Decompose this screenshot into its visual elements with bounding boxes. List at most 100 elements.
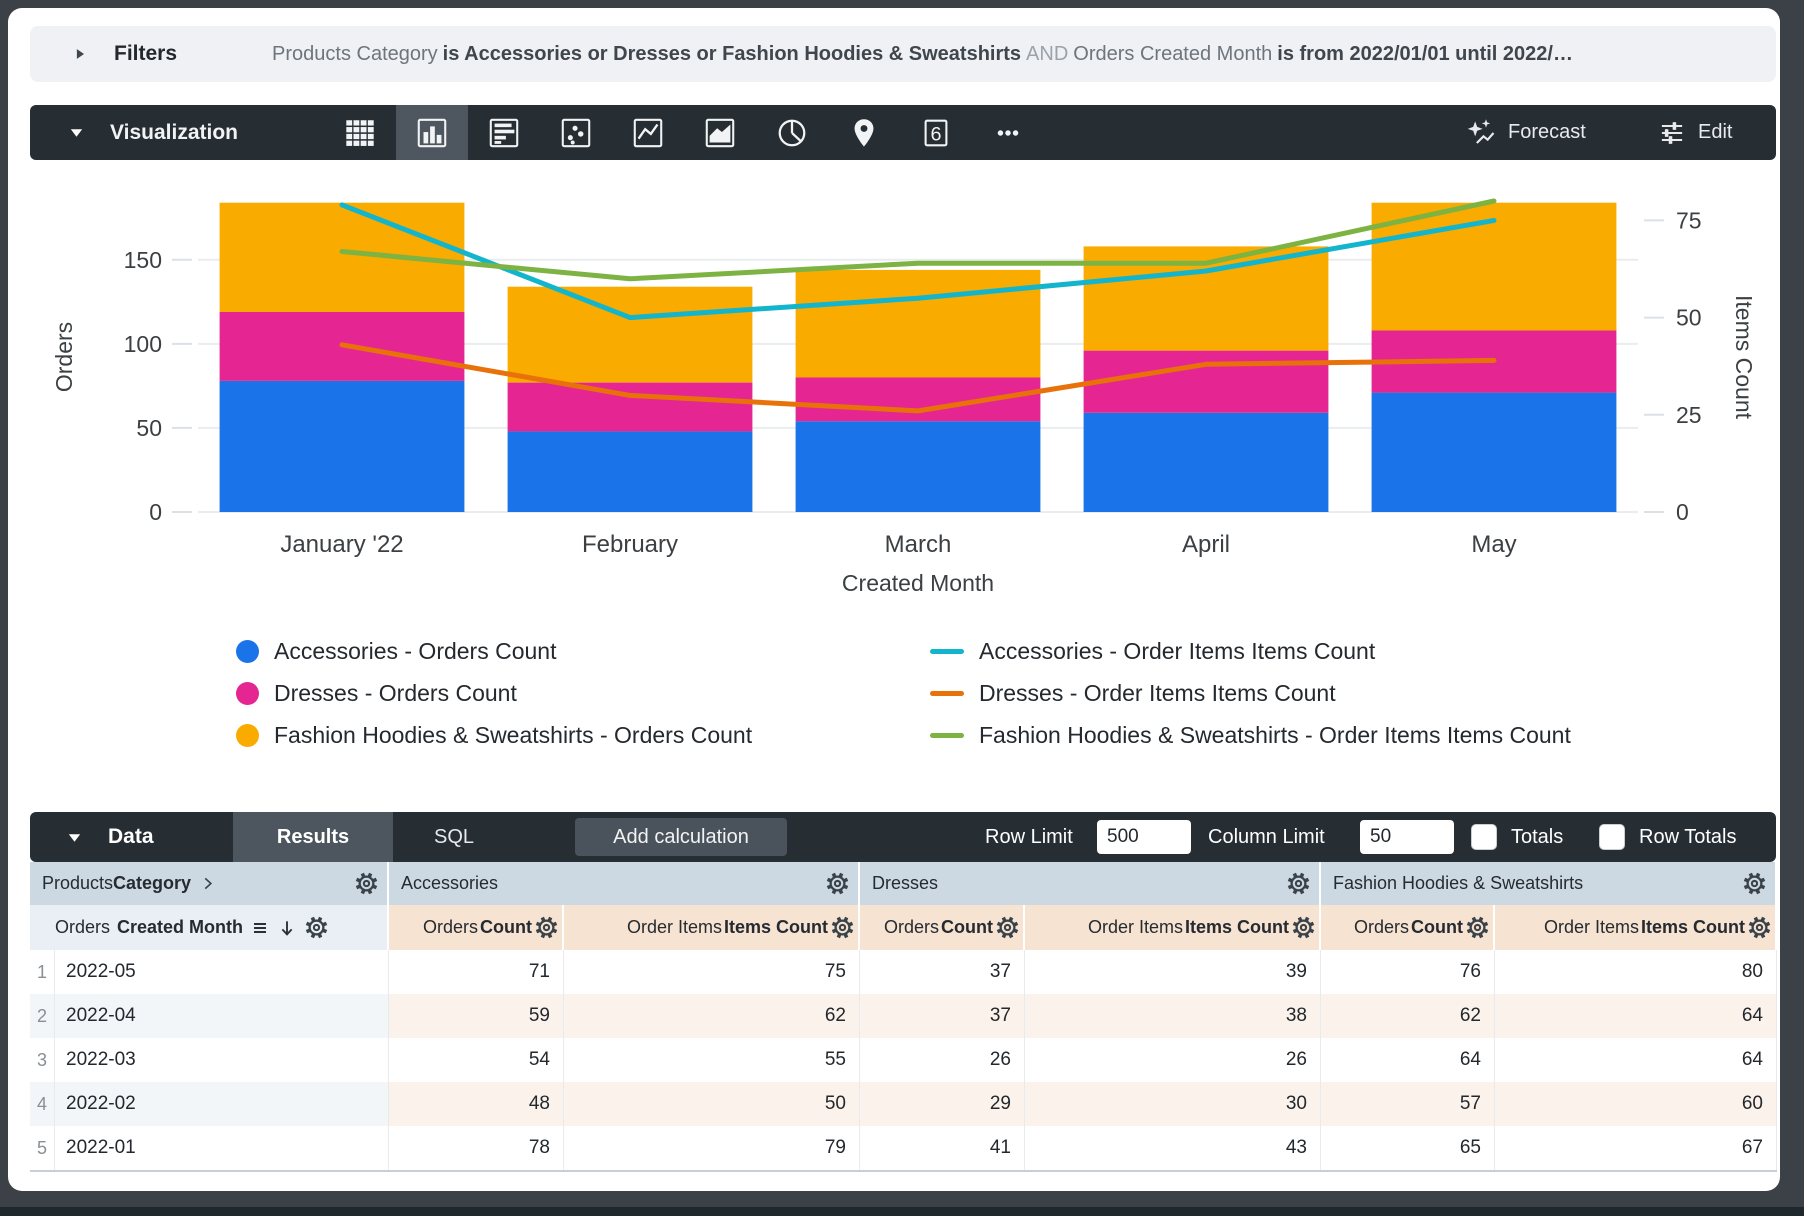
gear-icon[interactable] — [995, 915, 1020, 940]
dimension-value[interactable]: 2022-02 — [55, 1082, 389, 1126]
measure-value[interactable]: 75 — [564, 950, 860, 994]
measure-value[interactable]: 71 — [389, 950, 564, 994]
measure-value[interactable]: 55 — [564, 1038, 860, 1082]
viz-type-area-chart[interactable] — [684, 105, 756, 160]
legend-item[interactable]: Dresses - Orders Count — [236, 680, 752, 707]
forecast-button[interactable]: Forecast — [1466, 105, 1586, 160]
measure-value[interactable]: 26 — [1025, 1038, 1321, 1082]
measure-value[interactable]: 57 — [1321, 1082, 1495, 1126]
measure-value[interactable]: 26 — [860, 1038, 1025, 1082]
collapse-visualization-icon[interactable] — [68, 105, 85, 160]
viz-type-column-chart-selected[interactable] — [396, 105, 468, 160]
legend-item[interactable]: Fashion Hoodies & Sweatshirts - Order It… — [930, 722, 1571, 749]
gear-icon[interactable] — [1742, 871, 1767, 896]
svg-text:January '22: January '22 — [280, 531, 403, 558]
sort-descending-icon[interactable] — [277, 918, 297, 938]
measure-value[interactable]: 59 — [389, 994, 564, 1038]
chevron-right-icon[interactable] — [199, 875, 216, 892]
measure-value[interactable]: 37 — [860, 994, 1025, 1038]
measure-value[interactable]: 41 — [860, 1126, 1025, 1170]
legend-item[interactable]: Fashion Hoodies & Sweatshirts - Orders C… — [236, 722, 752, 749]
column-limit-input[interactable] — [1360, 820, 1454, 854]
measure-header-1[interactable]: Orders Count — [389, 905, 564, 950]
row-totals-checkbox[interactable] — [1599, 824, 1625, 850]
dimension-value[interactable]: 2022-01 — [55, 1126, 389, 1170]
filters-bar[interactable]: Filters Products Category is Accessories … — [30, 26, 1776, 82]
forecast-label: Forecast — [1508, 121, 1586, 143]
svg-text:April: April — [1182, 531, 1230, 558]
legend-line-swatch — [930, 691, 964, 696]
measure-value[interactable]: 60 — [1495, 1082, 1777, 1126]
viz-type-line-chart[interactable] — [612, 105, 684, 160]
gear-icon[interactable] — [830, 915, 855, 940]
measure-value[interactable]: 78 — [389, 1126, 564, 1170]
row-limit-input[interactable] — [1097, 820, 1191, 854]
dimension-value[interactable]: 2022-03 — [55, 1038, 389, 1082]
totals-checkbox[interactable] — [1471, 824, 1497, 850]
pivot-group-label: Dresses — [872, 873, 939, 893]
legend-label: Fashion Hoodies & Sweatshirts - Orders C… — [274, 722, 753, 748]
gear-icon[interactable] — [1465, 915, 1490, 940]
measure-value[interactable]: 62 — [1321, 994, 1495, 1038]
gear-icon[interactable] — [825, 871, 850, 896]
dimension-value[interactable]: 2022-05 — [55, 950, 389, 994]
pivot-group-header-1[interactable]: Accessories — [389, 862, 860, 905]
measure-header-2[interactable]: Order Items Items Count — [564, 905, 860, 950]
measure-value[interactable]: 76 — [1321, 950, 1495, 994]
tab-sql[interactable]: SQL — [433, 825, 475, 848]
viz-type-map-chart[interactable] — [828, 105, 900, 160]
viz-type-bar-chart[interactable] — [468, 105, 540, 160]
gear-icon[interactable] — [1747, 915, 1772, 940]
gear-icon[interactable] — [1286, 871, 1311, 896]
subtotal-bars-icon[interactable] — [250, 918, 270, 938]
measure-value[interactable]: 38 — [1025, 994, 1321, 1038]
pivot-field-header[interactable]: Products Category — [30, 862, 389, 905]
measure-value[interactable]: 80 — [1495, 950, 1777, 994]
measure-value[interactable]: 37 — [860, 950, 1025, 994]
measure-value[interactable]: 67 — [1495, 1126, 1777, 1170]
viz-type-table-chart[interactable] — [324, 105, 396, 160]
dimension-value[interactable]: 2022-04 — [55, 994, 389, 1038]
gear-icon[interactable] — [354, 871, 379, 896]
viz-type-scatter-chart[interactable] — [540, 105, 612, 160]
legend-item[interactable]: Accessories - Order Items Items Count — [930, 638, 1571, 665]
svg-text:Items Count: Items Count — [1731, 295, 1757, 420]
measure-value[interactable]: 62 — [564, 994, 860, 1038]
measure-value[interactable]: 48 — [389, 1082, 564, 1126]
add-calculation-button[interactable]: Add calculation — [575, 818, 787, 856]
measure-header-5[interactable]: Orders Count — [1321, 905, 1495, 950]
measure-value[interactable]: 54 — [389, 1038, 564, 1082]
tab-results[interactable]: Results — [233, 812, 393, 862]
collapse-data-icon[interactable] — [66, 812, 83, 862]
viz-type-more-options[interactable] — [972, 105, 1044, 160]
measure-value[interactable]: 50 — [564, 1082, 860, 1126]
gear-icon[interactable] — [534, 915, 559, 940]
pivot-group-header-2[interactable]: Dresses — [860, 862, 1321, 905]
gear-icon[interactable] — [304, 915, 329, 940]
dimension-header[interactable]: Orders Created Month — [30, 905, 389, 950]
legend-item[interactable]: Dresses - Order Items Items Count — [930, 680, 1571, 707]
measure-value[interactable]: 64 — [1495, 1038, 1777, 1082]
measure-value[interactable]: 43 — [1025, 1126, 1321, 1170]
legend-circle-swatch — [236, 682, 259, 705]
measure-value[interactable]: 64 — [1495, 994, 1777, 1038]
legend-line-swatch — [930, 649, 964, 654]
expand-filters-icon[interactable] — [72, 46, 88, 62]
measure-value[interactable]: 79 — [564, 1126, 860, 1170]
edit-button[interactable]: Edit — [1658, 105, 1732, 160]
legend-item[interactable]: Accessories - Orders Count — [236, 638, 752, 665]
measure-header-3[interactable]: Orders Count — [860, 905, 1025, 950]
gear-icon[interactable] — [1291, 915, 1316, 940]
viz-type-single-value[interactable]: 6 — [900, 105, 972, 160]
measure-value[interactable]: 64 — [1321, 1038, 1495, 1082]
pivot-group-header-3[interactable]: Fashion Hoodies & Sweatshirts — [1321, 862, 1777, 905]
measure-value[interactable]: 39 — [1025, 950, 1321, 994]
measure-value[interactable]: 30 — [1025, 1082, 1321, 1126]
measure-header-4[interactable]: Order Items Items Count — [1025, 905, 1321, 950]
measure-value[interactable]: 29 — [860, 1082, 1025, 1126]
measure-value[interactable]: 65 — [1321, 1126, 1495, 1170]
header-field-name: Category — [113, 873, 192, 893]
measure-header-6[interactable]: Order Items Items Count — [1495, 905, 1777, 950]
viz-type-pie-chart[interactable] — [756, 105, 828, 160]
app-window: Filters Products Category is Accessories … — [8, 8, 1780, 1191]
